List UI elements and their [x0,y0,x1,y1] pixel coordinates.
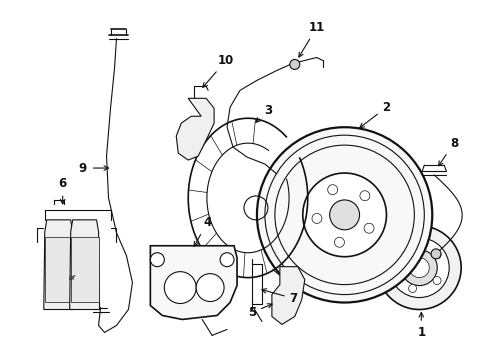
Polygon shape [44,220,74,310]
Circle shape [311,213,321,224]
Text: 5: 5 [247,304,272,319]
Text: 7: 7 [261,289,297,305]
Circle shape [408,258,428,278]
Circle shape [327,185,337,195]
Circle shape [388,238,448,298]
Polygon shape [45,237,73,302]
Circle shape [289,59,299,69]
Circle shape [196,274,224,302]
Circle shape [432,276,440,284]
Polygon shape [150,246,237,319]
Text: 3: 3 [255,104,271,122]
Circle shape [359,191,369,201]
Polygon shape [176,98,214,160]
Circle shape [408,284,416,292]
Circle shape [401,250,436,285]
Circle shape [432,251,440,259]
Polygon shape [71,237,99,302]
Circle shape [430,249,440,259]
Text: 1: 1 [416,312,425,339]
Text: 4: 4 [194,216,211,246]
Circle shape [393,264,401,272]
Text: 2: 2 [359,101,390,128]
Circle shape [164,272,196,303]
Circle shape [220,253,234,267]
Circle shape [334,237,344,247]
Text: of: of [68,275,75,280]
Circle shape [150,253,164,267]
Text: 9: 9 [79,162,86,175]
Circle shape [256,127,431,302]
Circle shape [377,226,460,310]
Circle shape [408,243,416,251]
Text: 10: 10 [203,54,234,87]
Text: 11: 11 [298,21,324,57]
Text: 6: 6 [59,177,67,204]
Polygon shape [69,220,100,310]
Circle shape [329,200,359,230]
Text: 8: 8 [438,137,457,166]
Circle shape [364,223,373,233]
Circle shape [302,173,386,257]
Polygon shape [271,267,304,324]
